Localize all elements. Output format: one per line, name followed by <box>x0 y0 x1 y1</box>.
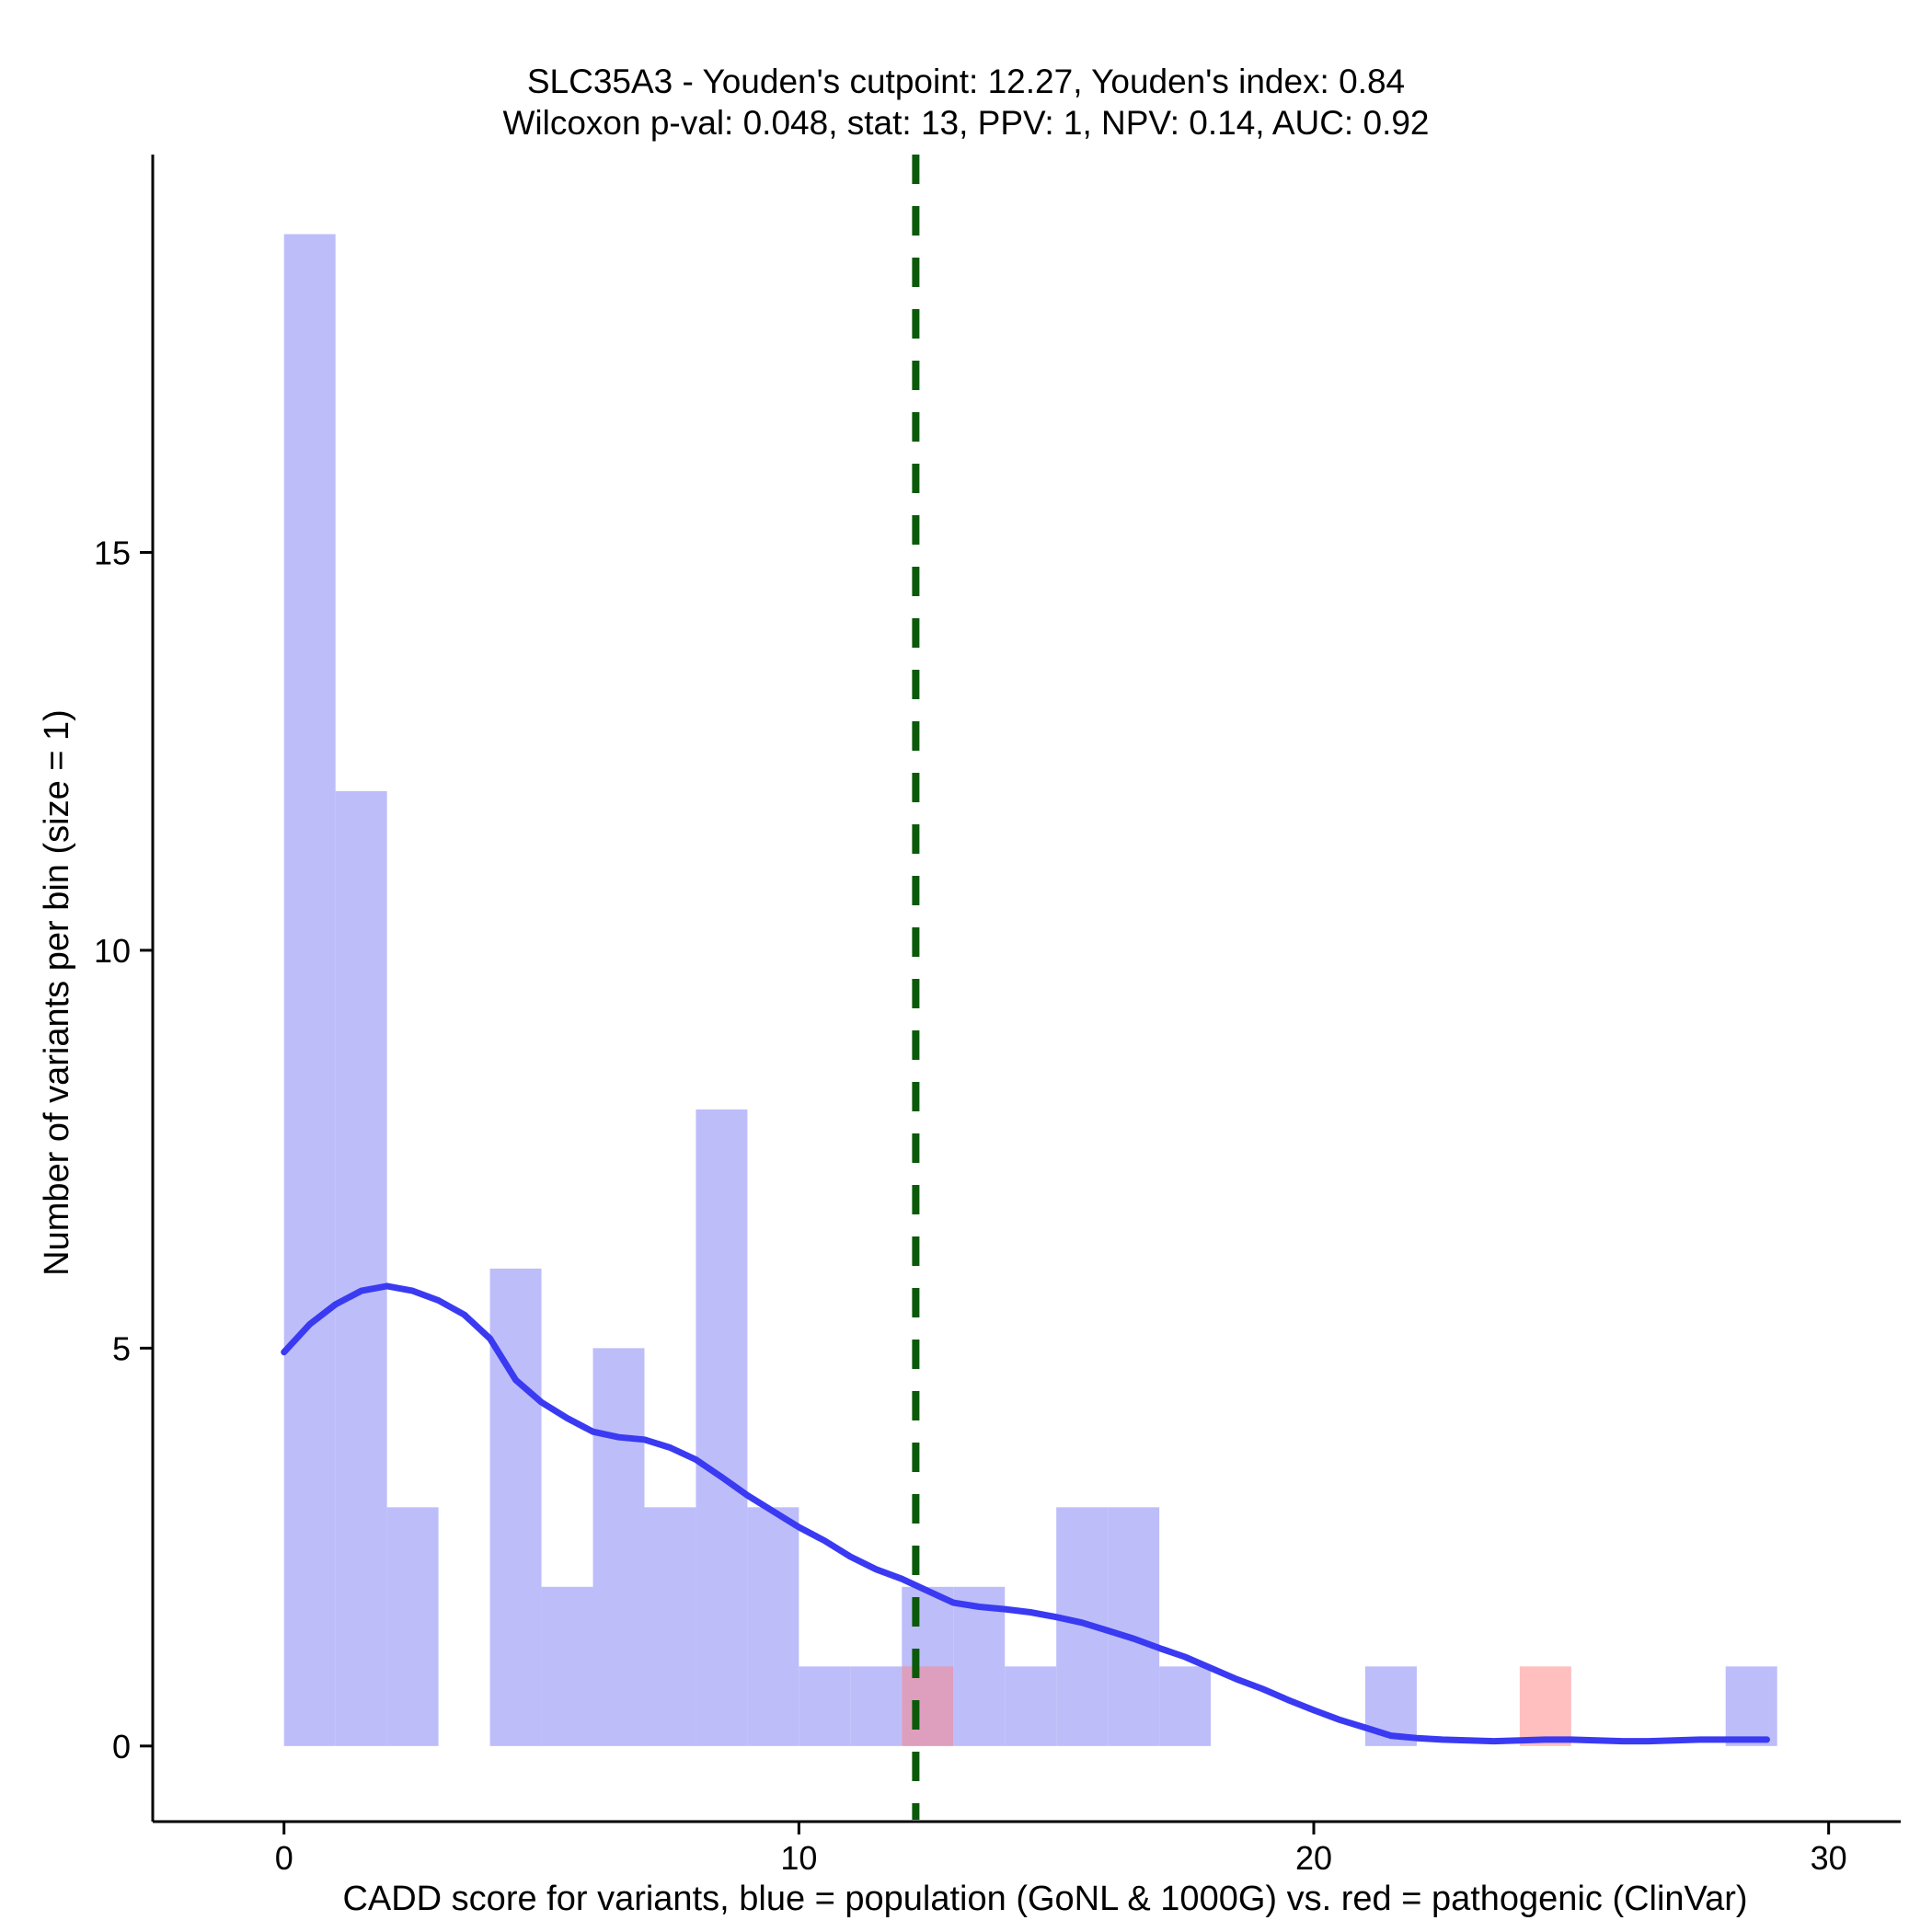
population-bar-10 <box>850 1666 903 1746</box>
axes: 0 10 20 30 0 5 10 15 <box>94 155 1901 1877</box>
population-bar-18 <box>1725 1666 1777 1746</box>
pathogenic-bar-1 <box>1519 1666 1571 1746</box>
pathogenic-bar-0 <box>902 1666 954 1746</box>
density-curve-layer <box>281 1282 1770 1745</box>
y-tick-label-5: 5 <box>112 1329 131 1367</box>
population-bar-16 <box>1159 1666 1212 1746</box>
population-bar-15 <box>1108 1507 1160 1746</box>
y-tick-label-15: 15 <box>94 534 131 571</box>
population-bar-5 <box>592 1348 645 1746</box>
population-bars <box>283 234 1777 1746</box>
population-bar-6 <box>644 1507 696 1746</box>
chart-title: SLC35A3 - Youden's cutpoint: 12.27, Youd… <box>526 63 1406 100</box>
y-tick-label-0: 0 <box>112 1728 131 1765</box>
x-tick-label-20: 20 <box>1295 1839 1332 1877</box>
population-bar-9 <box>799 1666 851 1746</box>
population-bar-8 <box>747 1507 799 1746</box>
population-bar-13 <box>1005 1666 1057 1746</box>
x-axis-label: CADD score for variants, blue = populati… <box>342 1880 1747 1918</box>
population-bar-0 <box>283 234 336 1746</box>
population-bar-3 <box>489 1268 542 1746</box>
density-curve <box>281 1282 1770 1745</box>
x-tick-label-0: 0 <box>275 1839 293 1877</box>
population-bar-7 <box>696 1109 748 1746</box>
pathogenic-bars <box>902 1666 1571 1746</box>
x-tick-label-10: 10 <box>780 1839 817 1877</box>
population-bar-4 <box>541 1586 593 1746</box>
population-bar-12 <box>953 1586 1006 1746</box>
chart-subtitle: Wilcoxon p-val: 0.048, stat: 13, PPV: 1,… <box>502 104 1430 142</box>
y-tick-label-10: 10 <box>94 932 131 970</box>
x-tick-label-30: 30 <box>1811 1839 1847 1877</box>
population-bar-2 <box>386 1507 439 1746</box>
y-axis-label: Number of variants per bin (size = 1) <box>38 709 76 1276</box>
population-bar-1 <box>335 790 387 1746</box>
